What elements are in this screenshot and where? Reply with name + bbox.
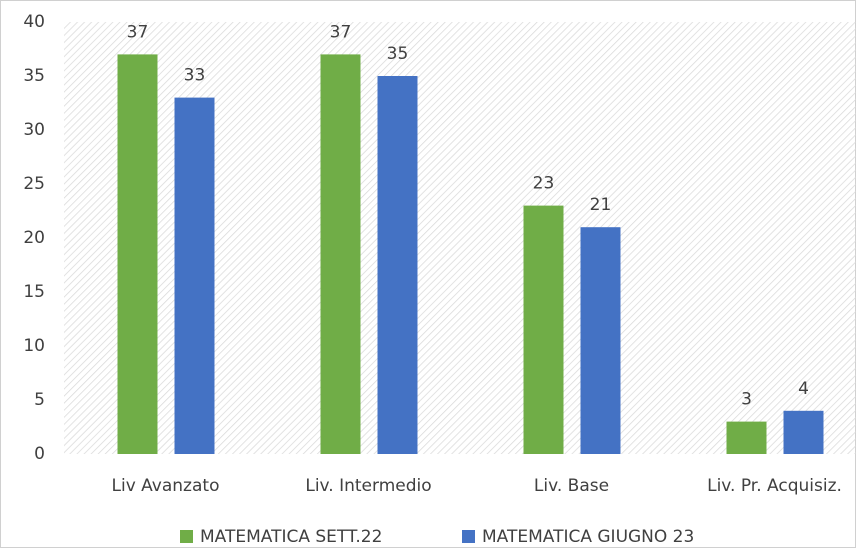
y-tick-label: 0 [34, 444, 45, 464]
bar [523, 205, 564, 454]
data-label: 35 [387, 44, 409, 64]
data-label: 37 [330, 22, 352, 42]
y-tick-label: 35 [23, 66, 45, 86]
legend-label: MATEMATICA SETT.22 [200, 527, 382, 547]
y-tick-label: 40 [23, 12, 45, 32]
data-label: 37 [127, 22, 149, 42]
legend-swatch [462, 530, 475, 543]
data-label: 33 [184, 66, 206, 86]
x-tick-label: Liv Avanzato [112, 476, 220, 496]
y-tick-label: 20 [23, 228, 45, 248]
data-label: 21 [590, 195, 612, 215]
y-tick-label: 5 [34, 390, 45, 410]
bar [117, 54, 158, 455]
bar [377, 76, 418, 454]
x-tick-label: Liv. Pr. Acquisiz. [707, 476, 842, 496]
x-tick-label: Liv. Base [534, 476, 609, 496]
y-tick-label: 10 [23, 336, 45, 356]
y-tick-label: 25 [23, 174, 45, 194]
x-tick-label: Liv. Intermedio [305, 476, 431, 496]
bar [320, 54, 361, 455]
data-label: 3 [741, 390, 752, 410]
data-label: 23 [533, 174, 555, 194]
bar [174, 97, 215, 454]
bar [580, 227, 621, 454]
y-tick-label: 15 [23, 282, 45, 302]
y-tick-label: 30 [23, 120, 45, 140]
bar [726, 421, 767, 454]
legend-label: MATEMATICA GIUGNO 23 [482, 527, 694, 547]
legend-swatch [180, 530, 193, 543]
data-label: 4 [798, 379, 809, 399]
bar [783, 410, 824, 454]
